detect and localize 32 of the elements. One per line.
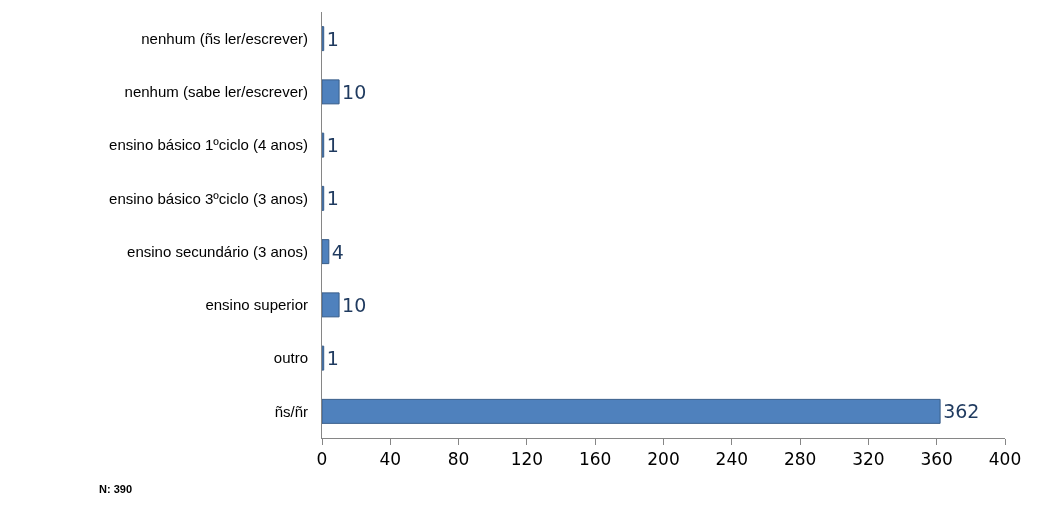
bar [322,79,340,105]
data-label: 1 [326,187,339,210]
text: N: 390 [99,483,133,495]
x-tick-label: 120 [510,449,544,470]
x-tick-label: 200 [647,449,680,470]
bar [322,239,330,265]
y-tick-label: ensino superior [205,296,308,314]
y-tick-label: outro [273,349,308,367]
y-tick-label: nenhum (ñs ler/escrever) [141,29,308,47]
x-tick-label: 240 [715,449,749,470]
x-tick-label: 400 [988,449,1022,470]
y-tick-label: nenhum (sabe ler/escrever) [124,83,308,101]
y-tick-label: ensino básico 3ºciclo (3 anos) [109,189,308,207]
x-tick-label: 80 [447,449,470,470]
y-tick-label: ñs/ñr [274,402,308,420]
bar [322,292,340,318]
data-label: 1 [326,347,339,370]
x-tick-label: 280 [783,449,817,470]
data-label: 10 [342,293,367,316]
y-tick-label: ensino básico 1ºciclo (4 anos) [109,136,308,154]
data-label: 1 [326,134,339,157]
x-tick-label: 40 [379,449,402,470]
bar [322,398,941,424]
x-tick-label: 0 [316,449,328,470]
data-label: 4 [331,240,344,263]
x-tick-label: 360 [920,449,953,470]
data-label: 10 [342,80,367,103]
x-tick-label: 160 [578,449,612,470]
y-tick-label: ensino secundário (3 anos) [127,242,308,260]
data-label: 362 [943,400,980,423]
data-label: 1 [326,27,339,50]
x-tick-label: 320 [852,449,885,470]
